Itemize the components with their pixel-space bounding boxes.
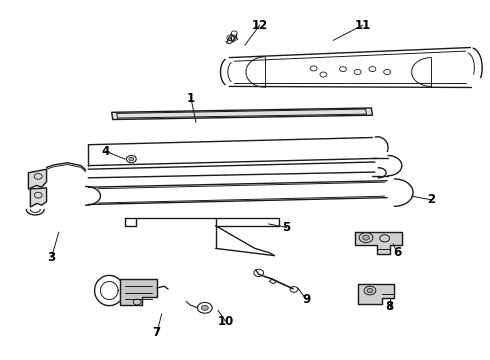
Text: 12: 12 [251, 19, 268, 32]
Text: 1: 1 [187, 93, 195, 105]
Polygon shape [112, 108, 372, 120]
Text: 6: 6 [393, 246, 401, 259]
Text: 9: 9 [302, 293, 310, 306]
Circle shape [367, 288, 373, 293]
Text: 8: 8 [386, 300, 393, 313]
Circle shape [363, 235, 369, 240]
Polygon shape [355, 232, 402, 254]
Text: 7: 7 [153, 327, 161, 339]
Circle shape [129, 157, 134, 161]
Text: 11: 11 [354, 19, 371, 32]
Text: 10: 10 [217, 315, 234, 328]
Circle shape [201, 305, 208, 310]
Polygon shape [30, 188, 47, 207]
Text: 2: 2 [427, 193, 435, 206]
Polygon shape [28, 169, 47, 189]
Text: 5: 5 [283, 221, 291, 234]
Polygon shape [358, 284, 394, 304]
Polygon shape [120, 279, 157, 305]
Text: 4: 4 [101, 145, 109, 158]
Text: 3: 3 [48, 251, 55, 264]
